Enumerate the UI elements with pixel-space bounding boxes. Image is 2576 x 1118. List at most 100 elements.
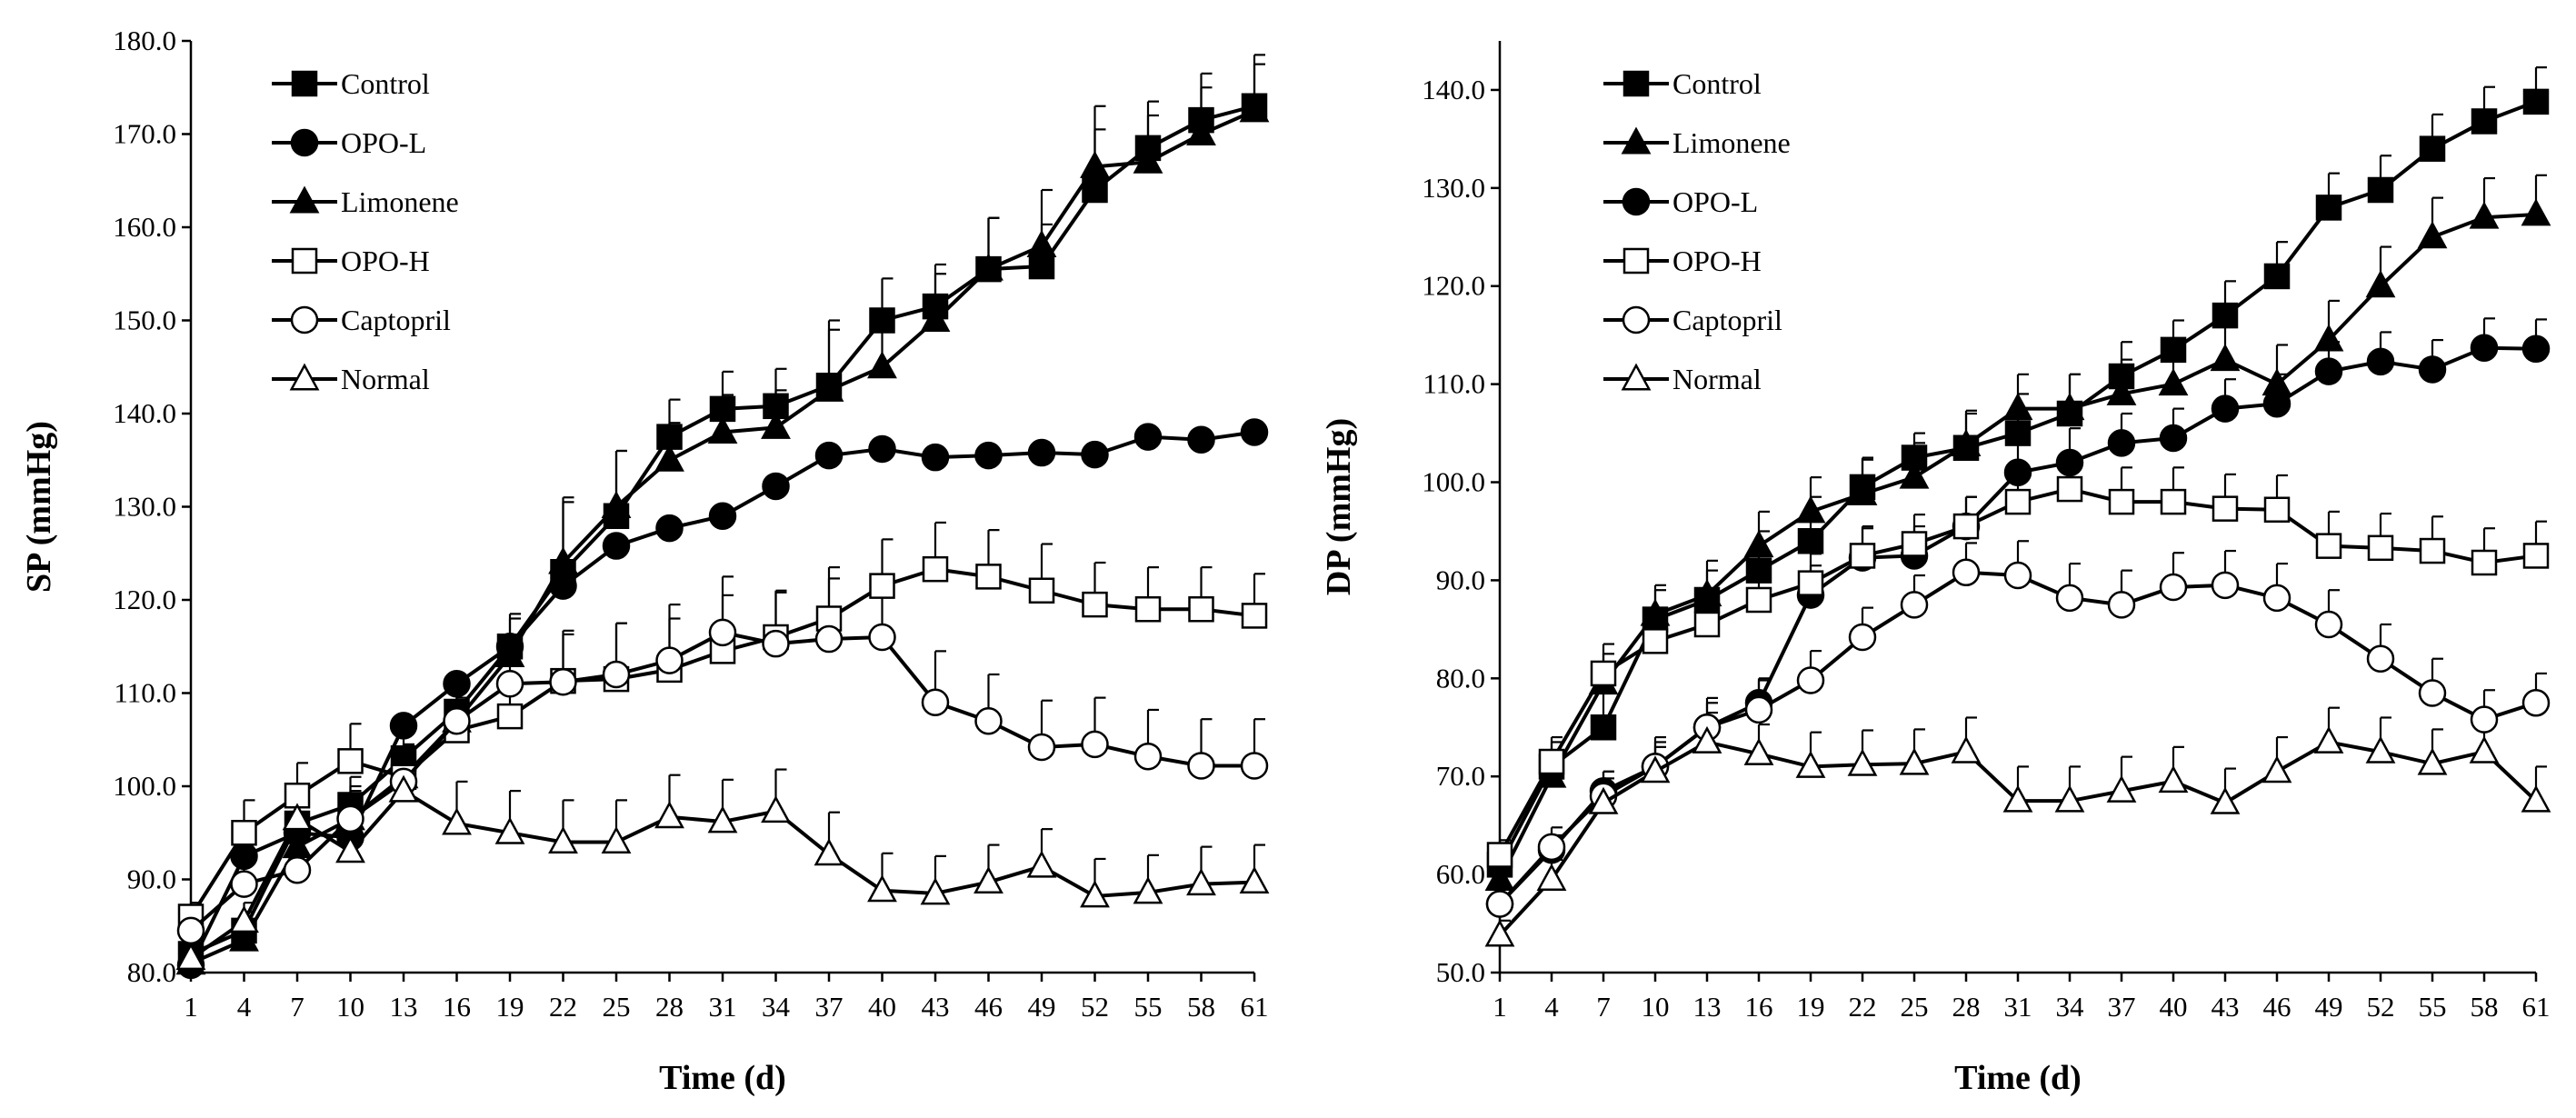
x-tick-label: 52 [2367, 991, 2395, 1023]
y-axis-title: DP (mmHg) [1320, 418, 1358, 595]
data-point [2522, 88, 2550, 115]
data-point [654, 801, 684, 829]
y-tick-label: 140.0 [1422, 74, 1485, 105]
legend-label: OPO-H [1672, 245, 1762, 277]
data-point [814, 441, 844, 470]
y-tick-label: 100.0 [113, 770, 176, 802]
data-point [1027, 733, 1056, 762]
data-point [761, 411, 791, 439]
legend-item: Limonene [1603, 126, 1791, 159]
data-point [388, 774, 419, 803]
data-point [1133, 145, 1163, 174]
data-point [175, 943, 206, 971]
data-point [2367, 176, 2394, 204]
data-point [1028, 577, 1055, 604]
data-point [230, 870, 258, 898]
x-tick-label: 37 [2108, 991, 2136, 1023]
data-point [229, 905, 259, 933]
data-point [549, 667, 577, 696]
data-point [335, 835, 365, 863]
data-point [974, 441, 1003, 470]
data-point [1744, 695, 1773, 724]
x-tick-label: 22 [1849, 991, 1877, 1023]
data-point [1026, 229, 1057, 257]
series-captopril [1485, 558, 2551, 918]
x-tick-label: 22 [549, 991, 577, 1023]
data-point [2367, 534, 2394, 562]
data-point [2212, 495, 2239, 522]
data-point [2106, 377, 2137, 405]
data-point [707, 415, 738, 444]
x-tick-label: 28 [1952, 991, 1981, 1023]
data-point [1642, 628, 1669, 654]
data-point [1080, 880, 1110, 908]
y-tick-label: 110.0 [1423, 368, 1485, 400]
legend-item: Normal [272, 363, 430, 395]
legend-marker [290, 305, 319, 334]
data-point [1743, 737, 1774, 765]
data-point [1588, 786, 1619, 814]
data-point [1795, 495, 1826, 524]
x-tick-label: 58 [2471, 991, 2499, 1023]
data-point [443, 707, 471, 735]
data-point [494, 639, 525, 667]
data-point [868, 434, 896, 464]
data-point [654, 444, 684, 472]
data-point [2365, 270, 2396, 298]
data-point [1537, 833, 1566, 862]
data-point [2366, 644, 2395, 673]
x-tick-label: 1 [184, 991, 198, 1023]
x-tick-label: 61 [2522, 991, 2551, 1023]
data-point [1484, 919, 1515, 947]
series-limonene [1484, 198, 2551, 891]
legend-label: Normal [1672, 363, 1762, 395]
data-point [2521, 784, 2551, 813]
data-point [2211, 394, 2240, 423]
x-tick-label: 55 [2419, 991, 2447, 1023]
data-point [601, 825, 632, 853]
x-tick-label: 16 [443, 991, 471, 1023]
data-point [2471, 108, 2498, 135]
data-point [1951, 735, 1982, 764]
data-point [707, 805, 738, 834]
legend-marker [1622, 187, 1651, 216]
x-tick-label: 40 [2160, 991, 2188, 1023]
data-point [1745, 586, 1772, 614]
y-tick-label: 180.0 [113, 25, 176, 56]
data-point [2107, 591, 2136, 619]
series-normal [175, 774, 1270, 971]
data-point [2417, 747, 2448, 775]
data-point [1134, 596, 1162, 623]
legend-marker [291, 70, 318, 97]
x-tick-label: 34 [2056, 991, 2085, 1023]
data-point [975, 564, 1002, 590]
x-tick-label: 10 [336, 991, 364, 1023]
data-point [1239, 866, 1270, 894]
legend: Control Limonene OPO-L OPO-H Captopril Normal [1603, 67, 1791, 395]
legend-label: OPO-L [341, 126, 426, 159]
x-tick-label: 34 [762, 991, 791, 1023]
legend-label: Captopril [341, 304, 451, 336]
legend-item: OPO-L [1603, 185, 1758, 218]
y-tick-label: 170.0 [113, 118, 176, 150]
error-bars-captopril [1498, 540, 2547, 904]
x-tick-label: 13 [1693, 991, 1722, 1023]
data-point [1848, 623, 1877, 652]
legend-item: Limonene [272, 185, 459, 218]
series-captopril [176, 618, 1269, 945]
data-point [1693, 611, 1721, 638]
data-point [974, 707, 1003, 735]
data-point [548, 825, 578, 853]
data-point [2366, 347, 2395, 376]
legend: Control OPO-L Limonene OPO-H Captopril Normal [272, 67, 459, 395]
data-point [973, 866, 1003, 894]
data-point [1692, 579, 1722, 607]
data-point [2003, 561, 2032, 590]
legend-marker [1622, 247, 1650, 275]
legend-item: OPO-H [1603, 245, 1762, 277]
data-point [867, 874, 897, 903]
data-point [762, 629, 790, 658]
x-tick-label: 43 [922, 991, 950, 1023]
data-point [1486, 842, 1513, 868]
x-tick-label: 7 [290, 991, 305, 1023]
